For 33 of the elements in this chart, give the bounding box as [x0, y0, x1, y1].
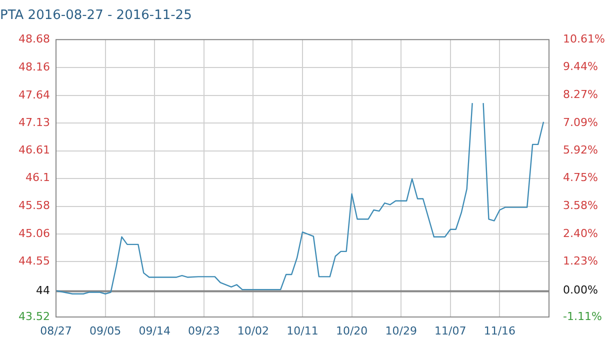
y-tick-label: 47.64: [18, 88, 50, 102]
y2-tick-label: 2.40%: [563, 226, 598, 240]
y-tick-label: 44.55: [18, 254, 50, 268]
y-tick-label: 43.52: [18, 310, 50, 323]
x-tick-label: 09/23: [188, 324, 220, 338]
x-tick-label: 09/05: [89, 324, 122, 338]
y2-tick-label: 1.23%: [563, 254, 598, 268]
y-tick-label: 46.61: [18, 144, 50, 157]
x-tick-label: 10/11: [286, 324, 318, 338]
y2-tick-label: 0.00%: [563, 284, 598, 297]
y2-tick-label: 10.61%: [563, 32, 605, 46]
y2-tick-label: 3.58%: [563, 198, 598, 212]
y-tick-label: 45.06: [18, 227, 50, 240]
x-tick-label: 09/14: [138, 324, 170, 338]
y-tick-label: 48.68: [18, 32, 50, 46]
x-tick-label: 11/16: [484, 324, 516, 338]
y-tick-label: 47.13: [18, 116, 50, 129]
y-tick-label: 46.1: [26, 171, 50, 184]
chart-title: PTA 2016-08-27 - 2016-11-25: [0, 8, 192, 24]
y-tick-label: 48.16: [18, 60, 50, 74]
y2-tick-label: 5.92%: [563, 143, 598, 156]
x-tick-label: 10/29: [385, 324, 417, 338]
y2-tick-label: 9.44%: [563, 60, 598, 74]
x-tick-label: 11/07: [434, 324, 466, 338]
x-tick-label: 10/20: [336, 324, 368, 338]
y-tick-label: 44: [36, 284, 50, 298]
y2-tick-label: 8.27%: [563, 88, 598, 101]
y-tick-label: 45.58: [18, 199, 50, 212]
y2-tick-label: -1.11%: [563, 310, 602, 323]
x-tick-label: 08/27: [40, 324, 72, 338]
y2-tick-label: 4.75%: [563, 171, 598, 184]
y2-tick-label: 7.09%: [563, 116, 598, 129]
x-tick-label: 10/02: [237, 324, 270, 338]
